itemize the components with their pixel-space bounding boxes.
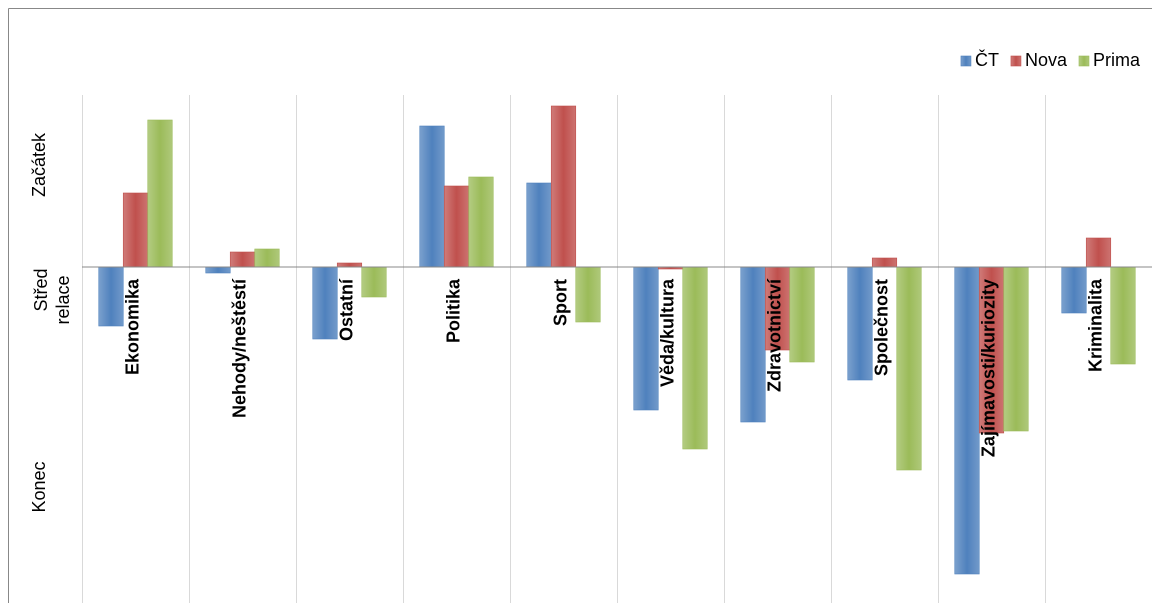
bar <box>336 262 363 268</box>
legend-swatch <box>1010 55 1022 67</box>
bar <box>229 251 256 268</box>
y-axis-label: Začátek <box>29 132 49 197</box>
bar <box>789 266 815 363</box>
x-tick-label: Kriminalita <box>1085 278 1105 372</box>
bar <box>147 119 173 268</box>
legend-label: Nova <box>1025 50 1068 70</box>
bar <box>468 176 494 268</box>
x-tick-label: Sport <box>550 279 570 326</box>
x-tick-label: Ekonomika <box>122 278 142 375</box>
y-axis-label: relace <box>53 275 73 324</box>
bar <box>633 266 659 411</box>
x-tick-label: Nehody/neštěstí <box>229 278 249 418</box>
bar <box>98 266 124 327</box>
bar <box>1003 266 1029 432</box>
bar <box>1061 266 1087 314</box>
bar <box>1085 237 1112 268</box>
bar <box>575 266 601 323</box>
bar <box>896 266 922 471</box>
bar <box>740 266 766 423</box>
bar <box>682 266 708 450</box>
y-axis-label: Střed <box>31 268 51 311</box>
y-axis-label: Konec <box>29 461 49 512</box>
legend-label: Prima <box>1093 50 1141 70</box>
x-tick-label: Ostatní <box>336 278 356 341</box>
x-tick-label: Zajímavosti/kuriozity <box>978 279 998 457</box>
x-tick-label: Zdravotnictví <box>764 278 784 392</box>
bar <box>419 125 445 268</box>
bar <box>847 266 873 381</box>
legend-swatch <box>960 55 972 67</box>
legend-swatch <box>1078 55 1090 67</box>
bar <box>443 185 470 268</box>
bar <box>122 192 149 268</box>
x-tick-label: Věda/kultura <box>657 278 677 387</box>
bar <box>361 266 387 298</box>
legend-label: ČT <box>975 49 999 70</box>
bar <box>526 182 552 268</box>
bar <box>1110 266 1136 365</box>
bar <box>954 266 980 575</box>
bar <box>254 248 280 268</box>
x-tick-label: Politika <box>443 278 463 343</box>
bar <box>871 257 898 268</box>
bar <box>550 105 577 268</box>
x-tick-label: Společnost <box>871 279 891 376</box>
bar <box>205 266 231 274</box>
bar <box>312 266 338 340</box>
